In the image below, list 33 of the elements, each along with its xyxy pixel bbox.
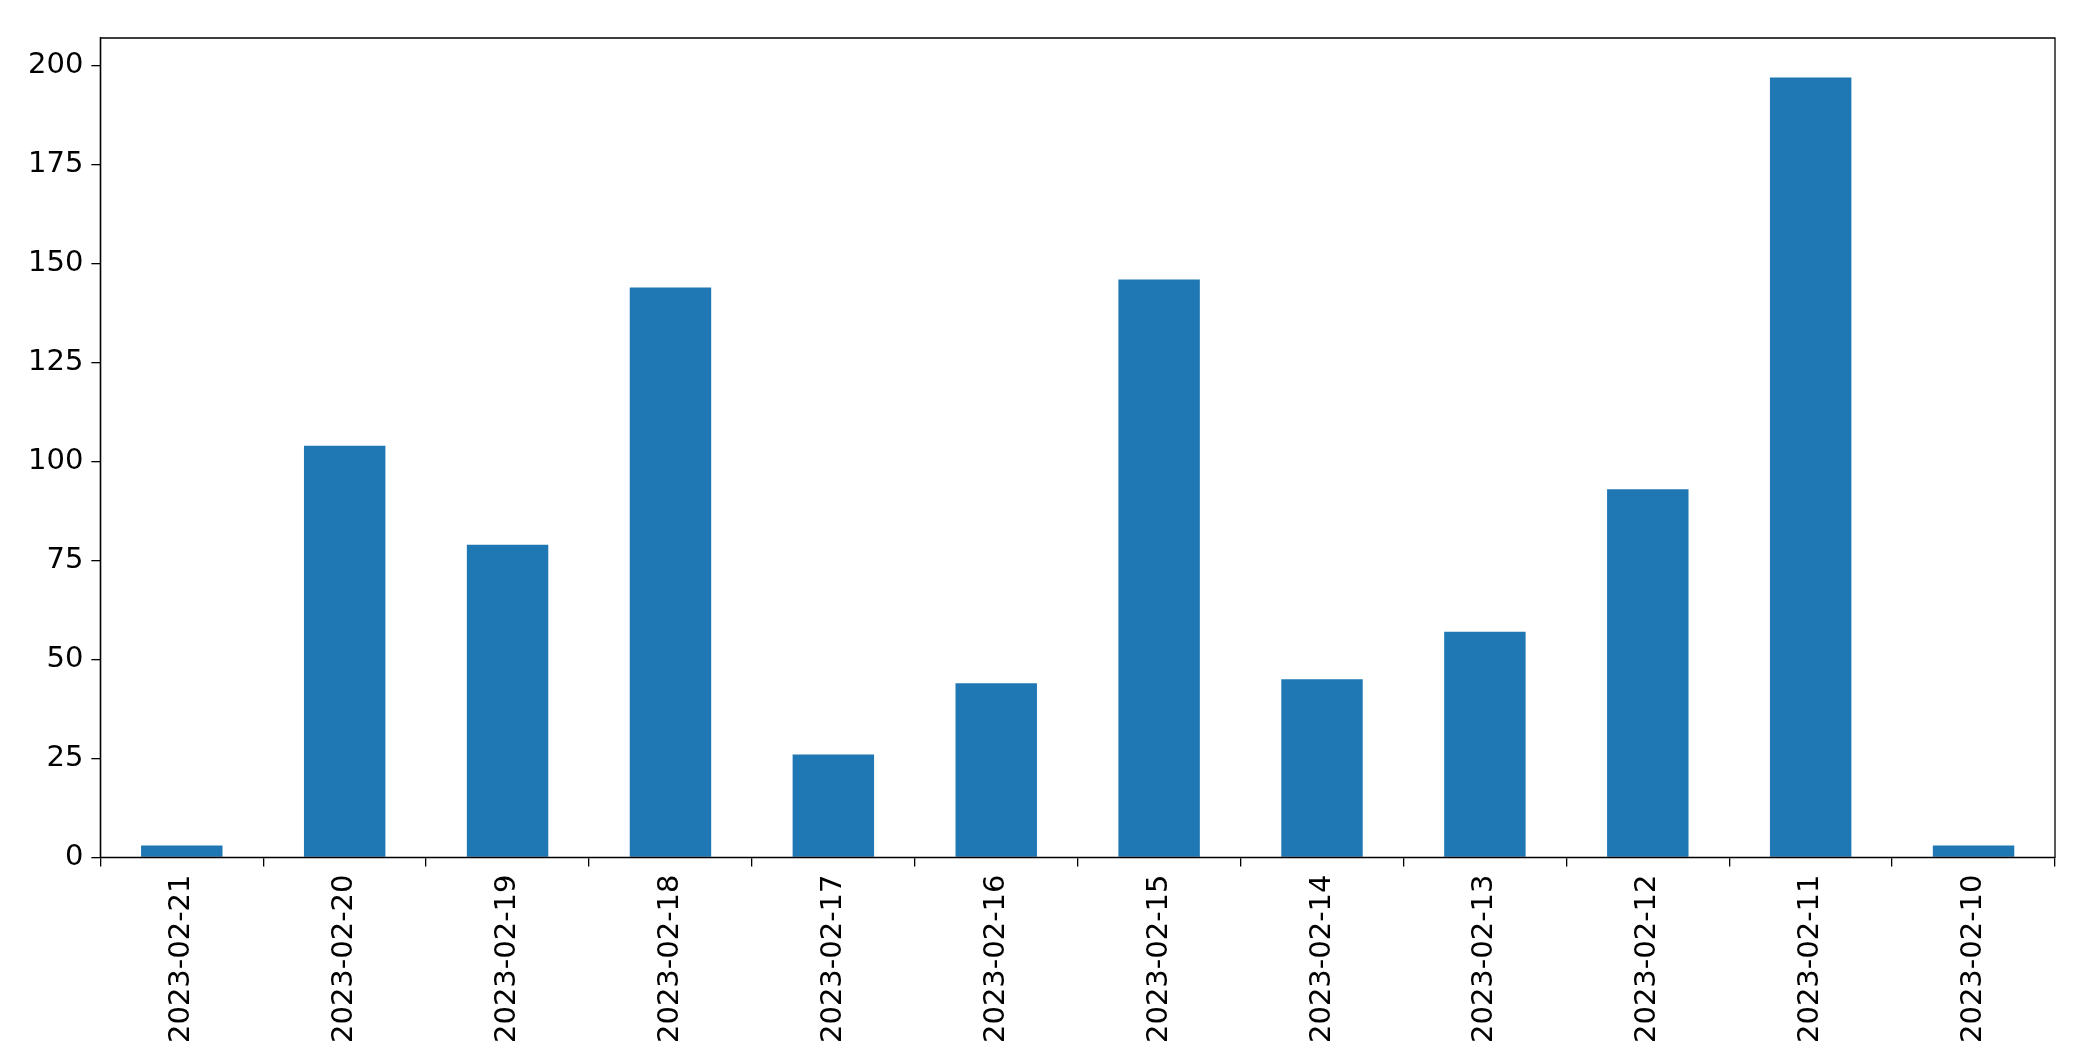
bar — [1932, 845, 2015, 857]
x-tick-label: 2023-02-19 — [488, 874, 523, 1044]
x-tick-label: 2023-02-20 — [325, 874, 360, 1044]
bar — [1769, 77, 1852, 857]
bar — [792, 754, 875, 857]
y-tick-label: 75 — [46, 541, 84, 576]
y-tick-label: 50 — [46, 640, 84, 675]
bar — [1118, 279, 1200, 857]
bar — [303, 445, 386, 857]
x-tick-label: 2023-02-15 — [1139, 874, 1174, 1044]
x-tick-label: 2023-02-13 — [1465, 874, 1500, 1044]
x-tick-label: 2023-02-12 — [1628, 874, 1663, 1044]
y-tick-label: 200 — [27, 46, 84, 81]
x-tick-label: 2023-02-14 — [1302, 874, 1337, 1044]
y-tick-label: 125 — [27, 343, 84, 378]
x-tick-label: 2023-02-17 — [813, 874, 848, 1044]
bar — [466, 544, 549, 857]
bar — [1444, 631, 1526, 857]
y-tick-label: 175 — [27, 145, 84, 180]
bar — [1607, 489, 1689, 857]
x-tick-label: 2023-02-11 — [1791, 874, 1826, 1044]
x-tick-label: 2023-02-16 — [976, 874, 1011, 1044]
bar — [1281, 679, 1363, 857]
y-tick-label: 150 — [27, 244, 84, 279]
x-tick-label: 2023-02-18 — [650, 874, 685, 1044]
y-tick-label: 25 — [46, 739, 84, 774]
bar — [141, 845, 223, 857]
y-tick-label: 0 — [64, 838, 84, 872]
y-tick-label: 100 — [27, 442, 84, 477]
bar — [629, 287, 712, 857]
x-tick-label: 2023-02-10 — [1954, 874, 1989, 1044]
x-tick-label: 2023-02-21 — [162, 874, 197, 1044]
bar — [955, 683, 1037, 857]
